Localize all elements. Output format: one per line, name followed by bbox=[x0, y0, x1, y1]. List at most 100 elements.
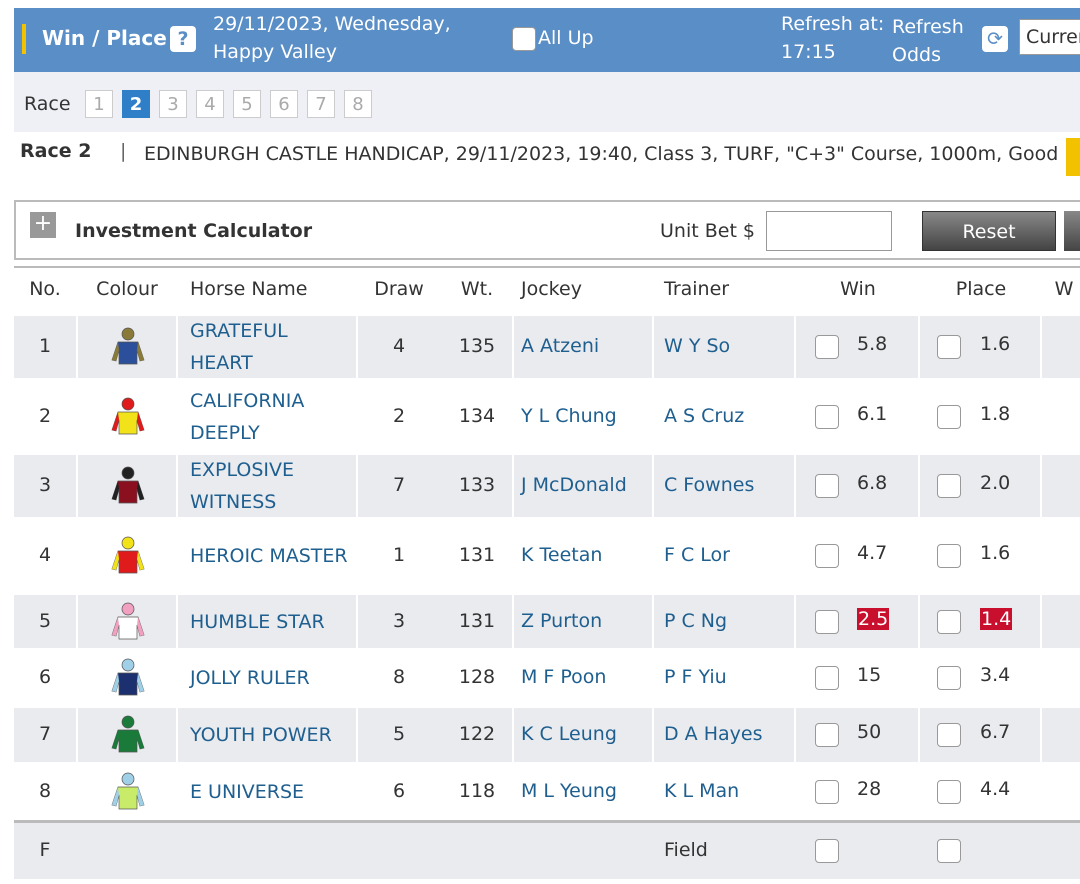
all-up-checkbox[interactable] bbox=[512, 27, 536, 51]
row-bg bbox=[14, 316, 1080, 378]
trainer[interactable]: K L Man bbox=[664, 779, 740, 802]
horse-name[interactable]: HEROIC MASTER bbox=[190, 545, 348, 567]
weight: 128 bbox=[458, 666, 496, 688]
cell-border bbox=[652, 523, 654, 589]
jockey[interactable]: A Atzeni bbox=[521, 335, 600, 357]
cell-border bbox=[356, 765, 358, 818]
trainer[interactable]: P C Ng bbox=[664, 609, 728, 632]
cell-border bbox=[176, 316, 178, 378]
place-odds: 1.4 bbox=[980, 607, 1013, 630]
cell-border bbox=[176, 708, 178, 762]
jockey[interactable]: M F Poon bbox=[521, 666, 607, 688]
refresh-icon[interactable]: ⟳ bbox=[982, 26, 1008, 52]
horse-name[interactable]: EXPLOSIVE WITNESS bbox=[190, 459, 295, 513]
place-checkbox[interactable] bbox=[937, 666, 961, 690]
place-checkbox[interactable] bbox=[937, 405, 961, 429]
column-header: Trainer bbox=[664, 278, 730, 300]
field-number: F bbox=[39, 839, 51, 861]
race-tab[interactable]: 2 bbox=[122, 90, 150, 118]
jockey-silk bbox=[111, 397, 145, 435]
jockey[interactable]: J McDonald bbox=[521, 474, 627, 496]
field-place-checkbox[interactable] bbox=[937, 839, 961, 863]
horse-name[interactable]: GRATEFUL HEART bbox=[190, 320, 288, 374]
place-checkbox[interactable] bbox=[937, 609, 961, 634]
race-tab[interactable]: 1 bbox=[85, 90, 113, 118]
refresh-time: 17:15 bbox=[781, 41, 836, 63]
win-odds: 28 bbox=[857, 777, 882, 800]
cell-border bbox=[356, 652, 358, 704]
place-checkbox[interactable] bbox=[937, 335, 961, 359]
race-tab[interactable]: 5 bbox=[233, 90, 261, 118]
trainer[interactable]: A S Cruz bbox=[664, 405, 745, 427]
win-odds: 15 bbox=[857, 664, 882, 686]
cell-border bbox=[76, 765, 78, 818]
unit-bet-label: Unit Bet $ bbox=[660, 220, 756, 242]
expand-icon[interactable]: + bbox=[30, 212, 56, 238]
cell-border bbox=[76, 595, 78, 648]
jockey[interactable]: M L Yeung bbox=[521, 779, 617, 802]
draw: 8 bbox=[392, 666, 406, 688]
trainer[interactable]: W Y So bbox=[664, 335, 731, 357]
win-checkbox[interactable] bbox=[815, 405, 839, 429]
weight: 133 bbox=[458, 474, 496, 496]
cell-border bbox=[512, 455, 514, 517]
help-icon[interactable]: ? bbox=[170, 26, 196, 52]
cell-border bbox=[76, 316, 78, 378]
column-header: Draw bbox=[374, 278, 424, 300]
win-checkbox[interactable] bbox=[815, 779, 839, 804]
jockey[interactable]: K Teetan bbox=[521, 544, 603, 566]
draw: 6 bbox=[392, 779, 406, 802]
place-checkbox[interactable] bbox=[937, 474, 961, 498]
race-tab[interactable]: 4 bbox=[196, 90, 224, 118]
win-checkbox[interactable] bbox=[815, 335, 839, 359]
next-button[interactable] bbox=[1064, 211, 1080, 251]
race-tab[interactable]: 6 bbox=[270, 90, 298, 118]
race-tab[interactable]: 7 bbox=[307, 90, 335, 118]
win-checkbox[interactable] bbox=[815, 723, 839, 747]
cell-border bbox=[76, 455, 78, 517]
cell-border bbox=[652, 316, 654, 378]
unit-bet-input[interactable] bbox=[766, 211, 892, 251]
win-checkbox[interactable] bbox=[815, 474, 839, 498]
horse-name[interactable]: HUMBLE STAR bbox=[190, 610, 325, 633]
weight: 122 bbox=[458, 723, 496, 745]
place-checkbox[interactable] bbox=[937, 779, 961, 804]
jockey[interactable]: K C Leung bbox=[521, 723, 617, 745]
cell-border bbox=[176, 595, 178, 648]
cell-border bbox=[512, 384, 514, 450]
horse-name[interactable]: CALIFORNIA DEEPLY bbox=[190, 390, 305, 444]
horse-name[interactable]: JOLLY RULER bbox=[190, 667, 310, 689]
horse-name[interactable]: E UNIVERSE bbox=[190, 780, 305, 803]
trainer[interactable]: F C Lor bbox=[664, 544, 730, 566]
horse-name[interactable]: YOUTH POWER bbox=[190, 724, 332, 746]
race-tab[interactable]: 8 bbox=[344, 90, 372, 118]
cell-border bbox=[918, 652, 920, 704]
venue: Happy Valley bbox=[213, 41, 337, 63]
place-checkbox[interactable] bbox=[937, 544, 961, 568]
cell-border bbox=[794, 595, 796, 648]
side-button[interactable] bbox=[1066, 138, 1080, 176]
win-odds: 2.5 bbox=[857, 607, 890, 630]
trainer[interactable]: D A Hayes bbox=[664, 723, 763, 745]
win-checkbox[interactable] bbox=[815, 544, 839, 568]
horse-number: 4 bbox=[38, 544, 52, 566]
jockey[interactable]: Z Purton bbox=[521, 609, 603, 632]
place-checkbox[interactable] bbox=[937, 723, 961, 747]
field-win-checkbox[interactable] bbox=[815, 839, 839, 863]
win-checkbox[interactable] bbox=[815, 666, 839, 690]
jockey[interactable]: Y L Chung bbox=[521, 405, 617, 427]
cell-border bbox=[794, 708, 796, 762]
trainer[interactable]: C Fownes bbox=[664, 474, 755, 496]
cell-border bbox=[652, 652, 654, 704]
cell-border bbox=[1040, 708, 1042, 762]
win-checkbox[interactable] bbox=[815, 609, 839, 634]
reset-button[interactable]: Reset bbox=[922, 211, 1056, 251]
refresh-odds[interactable]: Refresh Odds bbox=[892, 16, 964, 66]
odds-select[interactable]: Current bbox=[1019, 19, 1080, 55]
race-tab[interactable]: 3 bbox=[159, 90, 187, 118]
trainer[interactable]: P F Yiu bbox=[664, 666, 727, 688]
place-odds: 2.0 bbox=[980, 472, 1011, 494]
win-odds: 5.8 bbox=[857, 333, 888, 355]
cell-border bbox=[918, 595, 920, 648]
